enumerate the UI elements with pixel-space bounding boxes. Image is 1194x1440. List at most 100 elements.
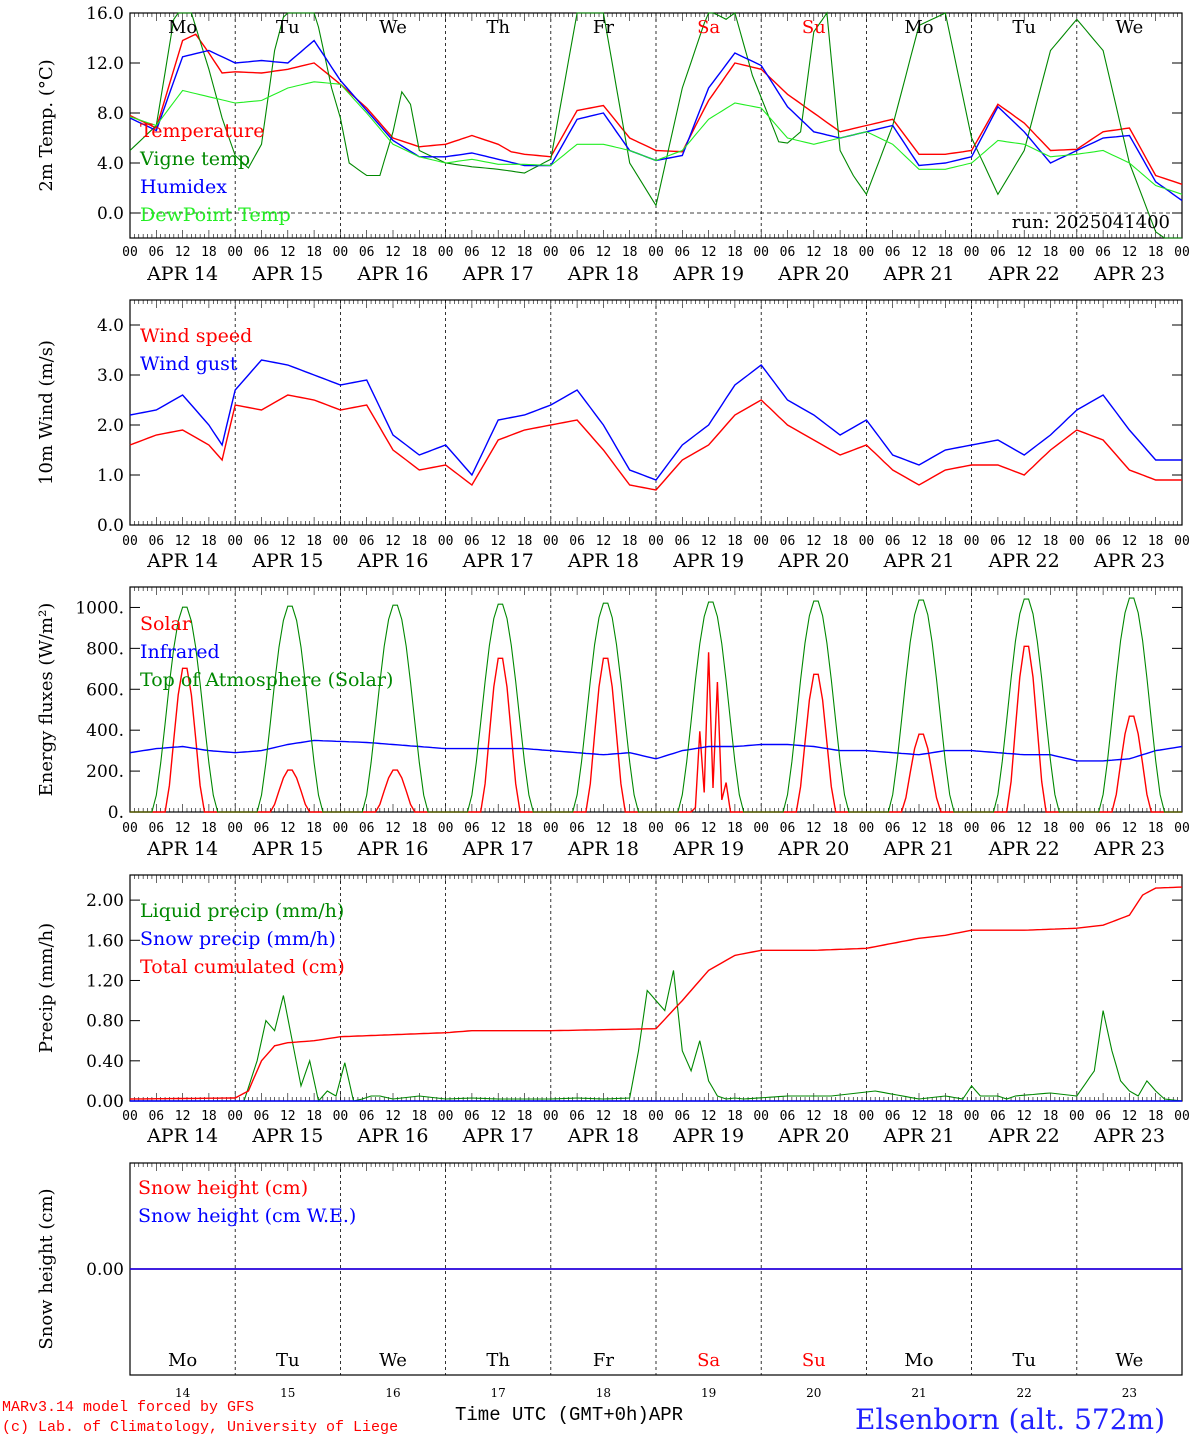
panel-frame [129, 299, 1183, 526]
hour-tick-label: 18 [517, 534, 533, 549]
day-label: APR 20 [777, 1125, 849, 1147]
day-label: APR 21 [882, 1125, 954, 1147]
hour-tick-label: 00 [1174, 821, 1190, 836]
y-tick-label: 400. [86, 721, 124, 741]
day-number: 22 [1017, 1386, 1032, 1400]
hour-tick-label: 00 [333, 1109, 349, 1124]
hour-tick-label: 00 [122, 821, 138, 836]
legend-entry: Infrared [140, 641, 220, 663]
month-label: APR [648, 1404, 684, 1426]
hour-tick-label: 12 [280, 534, 296, 549]
legend-entry: Liquid precip (mm/h) [140, 900, 344, 922]
hour-tick-label: 18 [937, 821, 953, 836]
station-label: Elsenborn (alt. 572m) [855, 1403, 1166, 1436]
hour-tick-label: 18 [306, 534, 322, 549]
legend-entry: Wind speed [140, 325, 252, 347]
hour-tick-label: 18 [411, 534, 427, 549]
run-annotation: run: 2025041400 [1012, 212, 1170, 233]
legend-entry: Top of Atmosphere (Solar) [140, 669, 393, 691]
day-label: APR 15 [251, 838, 323, 860]
hour-tick-label: 18 [622, 821, 638, 836]
series-line-infrared [129, 739, 1183, 762]
hour-tick-label: 00 [543, 1109, 559, 1124]
y-tick-label: 600. [86, 680, 124, 700]
day-label: APR 14 [146, 550, 218, 572]
hour-tick-label: 06 [990, 821, 1006, 836]
hour-tick-label: 18 [201, 245, 217, 260]
hour-tick-label: 06 [148, 821, 164, 836]
series-line-wind-gust [129, 359, 1182, 481]
day-number: 20 [806, 1386, 821, 1400]
hour-tick-label: 12 [385, 1109, 401, 1124]
hour-tick-label: 06 [674, 245, 690, 260]
y-tick-label: 2.00 [86, 891, 124, 911]
hour-tick-label: 06 [464, 821, 480, 836]
legend-entry: Snow precip (mm/h) [140, 928, 336, 950]
y-tick-label: 12.0 [86, 54, 124, 74]
model-credit-line1: MARv3.14 model forced by GFS [2, 1399, 255, 1416]
hour-tick-label: 06 [885, 821, 901, 836]
hour-tick-label: 18 [517, 245, 533, 260]
day-number: 18 [596, 1386, 611, 1400]
hour-tick-label: 06 [990, 1109, 1006, 1124]
hour-tick-label: 06 [780, 245, 796, 260]
legend-entry: Temperature [140, 120, 264, 142]
hour-tick-label: 12 [175, 1109, 191, 1124]
day-label: APR 18 [567, 263, 639, 285]
y-tick-label: 1.0 [97, 466, 124, 486]
hour-tick-label: 00 [964, 534, 980, 549]
hour-tick-label: 12 [911, 821, 927, 836]
hour-tick-label: 00 [438, 821, 454, 836]
hour-tick-label: 00 [1069, 534, 1085, 549]
weekday-label: We [379, 1350, 407, 1371]
day-number: 16 [385, 1386, 400, 1400]
hour-tick-label: 00 [543, 245, 559, 260]
weekday-label: Tu [1012, 17, 1036, 38]
hour-tick-label: 12 [806, 534, 822, 549]
weekday-label: Sa [697, 17, 720, 38]
hour-tick-label: 00 [648, 821, 664, 836]
day-number: 14 [175, 1386, 191, 1400]
y-tick-label: 800. [86, 639, 124, 659]
hour-tick-label: 18 [1148, 1109, 1164, 1124]
day-label: APR 23 [1093, 550, 1165, 572]
panel-frame [129, 586, 1183, 813]
legend-entry: Wind gust [140, 353, 238, 375]
hour-tick-label: 00 [753, 821, 769, 836]
hour-tick-label: 18 [201, 821, 217, 836]
hour-tick-label: 18 [201, 1109, 217, 1124]
y-axis-label: Energy fluxes (W/m²) [36, 603, 57, 797]
hour-tick-label: 00 [964, 1109, 980, 1124]
day-label: APR 23 [1093, 263, 1165, 285]
y-tick-label: 1000. [75, 598, 124, 618]
hour-tick-label: 12 [1122, 821, 1138, 836]
hour-tick-label: 06 [359, 1109, 375, 1124]
day-number: 21 [911, 1386, 926, 1400]
hour-tick-label: 00 [122, 534, 138, 549]
legend-entry: Humidex [140, 176, 227, 198]
hour-tick-label: 12 [806, 1109, 822, 1124]
y-tick-label: 2.0 [97, 416, 124, 436]
hour-tick-label: 18 [1043, 1109, 1059, 1124]
hour-tick-label: 12 [1122, 1109, 1138, 1124]
y-tick-label: 1.60 [86, 931, 124, 951]
series-line-top-of-atmosphere-solar- [130, 597, 1182, 813]
day-label: APR 16 [356, 1125, 428, 1147]
model-credit-line2: (c) Lab. of Climatology, University of L… [2, 1419, 399, 1436]
hour-tick-label: 06 [464, 1109, 480, 1124]
hour-tick-label: 06 [1095, 245, 1111, 260]
y-axis-label: Snow height (cm) [36, 1188, 57, 1349]
hour-tick-label: 12 [385, 534, 401, 549]
weekday-label: Su [802, 17, 826, 38]
hour-tick-label: 18 [727, 245, 743, 260]
series-line-temperature [129, 33, 1183, 185]
hour-tick-label: 12 [1016, 534, 1032, 549]
hour-tick-label: 06 [359, 245, 375, 260]
hour-tick-label: 18 [727, 534, 743, 549]
hour-tick-label: 00 [543, 821, 559, 836]
hour-tick-label: 06 [569, 245, 585, 260]
hour-tick-label: 12 [385, 821, 401, 836]
weekday-label: Tu [1012, 1350, 1036, 1371]
hour-tick-label: 00 [753, 534, 769, 549]
hour-tick-label: 18 [937, 245, 953, 260]
